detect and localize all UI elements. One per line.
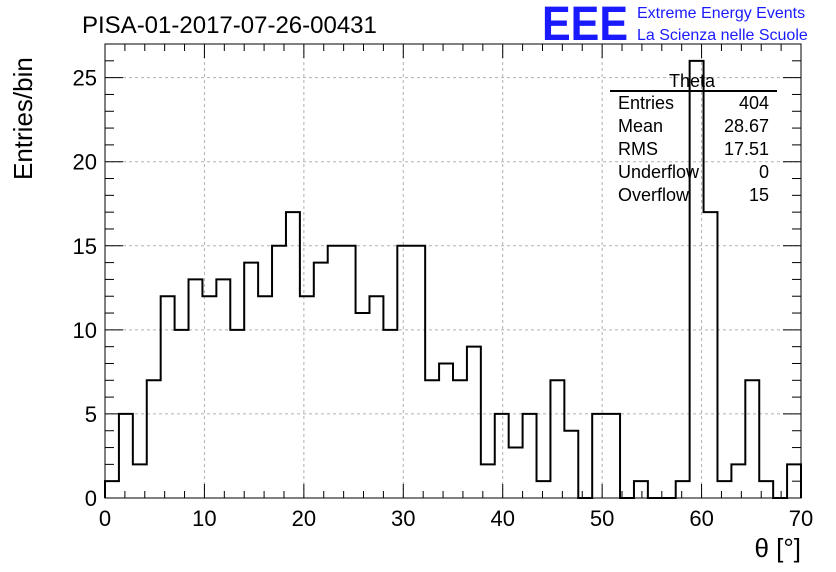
chart-title: PISA-01-2017-07-26-00431 bbox=[82, 12, 377, 39]
y-tick-label: 15 bbox=[73, 234, 97, 259]
stats-value: 15 bbox=[749, 185, 769, 205]
logo-mark: EEE bbox=[542, 0, 628, 51]
histogram-bin bbox=[453, 380, 467, 498]
histogram-bin bbox=[467, 347, 481, 498]
x-tick-label: 50 bbox=[590, 506, 614, 531]
histogram-bin bbox=[328, 246, 342, 498]
histogram-bin bbox=[272, 246, 286, 498]
tick-labels: 0 10 20 30 40 50 60 70 0 5 10 15 20 25 bbox=[73, 66, 814, 531]
histogram-bin bbox=[300, 296, 314, 498]
stats-value: 0 bbox=[759, 162, 769, 182]
stats-value: 28.67 bbox=[724, 116, 769, 136]
x-tick-label: 0 bbox=[99, 506, 111, 531]
histogram-bin bbox=[286, 212, 300, 498]
stats-value: 17.51 bbox=[724, 139, 769, 159]
histogram-bin bbox=[119, 414, 133, 498]
stats-title: Theta bbox=[669, 71, 716, 91]
x-tick-label: 30 bbox=[391, 506, 415, 531]
histogram-bin bbox=[606, 414, 620, 498]
x-tick-label: 20 bbox=[292, 506, 316, 531]
histogram-bins bbox=[105, 61, 801, 498]
histogram-bin bbox=[731, 464, 745, 498]
histogram-bin bbox=[495, 414, 509, 498]
stats-rows: Entries 404 Mean 28.67 RMS 17.51 Underflow 0 Ove… bbox=[618, 93, 769, 205]
histogram-bin bbox=[189, 279, 203, 498]
y-tick-label: 10 bbox=[73, 318, 97, 343]
histogram-bin bbox=[342, 246, 356, 498]
stats-label: RMS bbox=[618, 139, 658, 159]
histogram-bin bbox=[105, 481, 119, 498]
x-tick-label: 70 bbox=[789, 506, 813, 531]
x-tick-label: 40 bbox=[490, 506, 514, 531]
histogram-bin bbox=[564, 431, 578, 498]
histogram-bin bbox=[550, 380, 564, 498]
histogram-bin bbox=[704, 212, 718, 498]
stats-box: Theta Entries 404 Mean 28.67 RMS 17.51 Underfl… bbox=[610, 71, 777, 205]
y-tick-label: 5 bbox=[85, 402, 97, 427]
x-tick-label: 10 bbox=[192, 506, 216, 531]
histogram-bin bbox=[425, 380, 439, 498]
histogram-bin bbox=[523, 414, 537, 498]
histogram-bin bbox=[411, 246, 425, 498]
histogram-bin bbox=[258, 296, 272, 498]
stats-label: Overflow bbox=[618, 185, 690, 205]
axis-ticks bbox=[104, 43, 802, 499]
stats-label: Mean bbox=[618, 116, 663, 136]
histogram-bin bbox=[592, 414, 606, 498]
histogram-bin bbox=[439, 363, 453, 498]
stats-label: Underflow bbox=[618, 162, 700, 182]
histogram-bin bbox=[147, 380, 161, 498]
histogram-bin bbox=[745, 380, 759, 498]
logo-line1: Extreme Energy Events bbox=[637, 5, 805, 22]
histogram-bin bbox=[161, 296, 175, 498]
y-tick-label: 25 bbox=[73, 66, 97, 91]
histogram-bin bbox=[509, 448, 523, 498]
histogram-bin bbox=[397, 246, 411, 498]
histogram-outline bbox=[104, 59, 802, 499]
stats-value: 404 bbox=[739, 93, 769, 113]
histogram-bin bbox=[175, 330, 189, 498]
y-tick-label: 0 bbox=[85, 486, 97, 511]
plot-frame bbox=[104, 43, 802, 499]
y-tick-label: 20 bbox=[73, 150, 97, 175]
histogram-bin bbox=[244, 263, 258, 498]
histogram-bin bbox=[717, 481, 731, 498]
histogram-bin bbox=[676, 481, 690, 498]
stats-label: Entries bbox=[618, 93, 674, 113]
y-axis-title: Entries/bin bbox=[8, 57, 38, 180]
histogram-bin bbox=[634, 481, 648, 498]
histogram-bin bbox=[356, 313, 370, 498]
histogram-bin bbox=[216, 279, 230, 498]
grid bbox=[105, 44, 801, 498]
histogram-bin bbox=[537, 481, 551, 498]
x-tick-label: 60 bbox=[689, 506, 713, 531]
histogram-bin bbox=[314, 263, 328, 498]
x-axis-title: θ [°] bbox=[754, 533, 801, 563]
histogram-bin bbox=[369, 296, 383, 498]
eee-logo: EEE Extreme Energy Events La Scienza nel… bbox=[542, 0, 808, 51]
logo-line2: La Scienza nelle Scuole bbox=[637, 27, 808, 44]
